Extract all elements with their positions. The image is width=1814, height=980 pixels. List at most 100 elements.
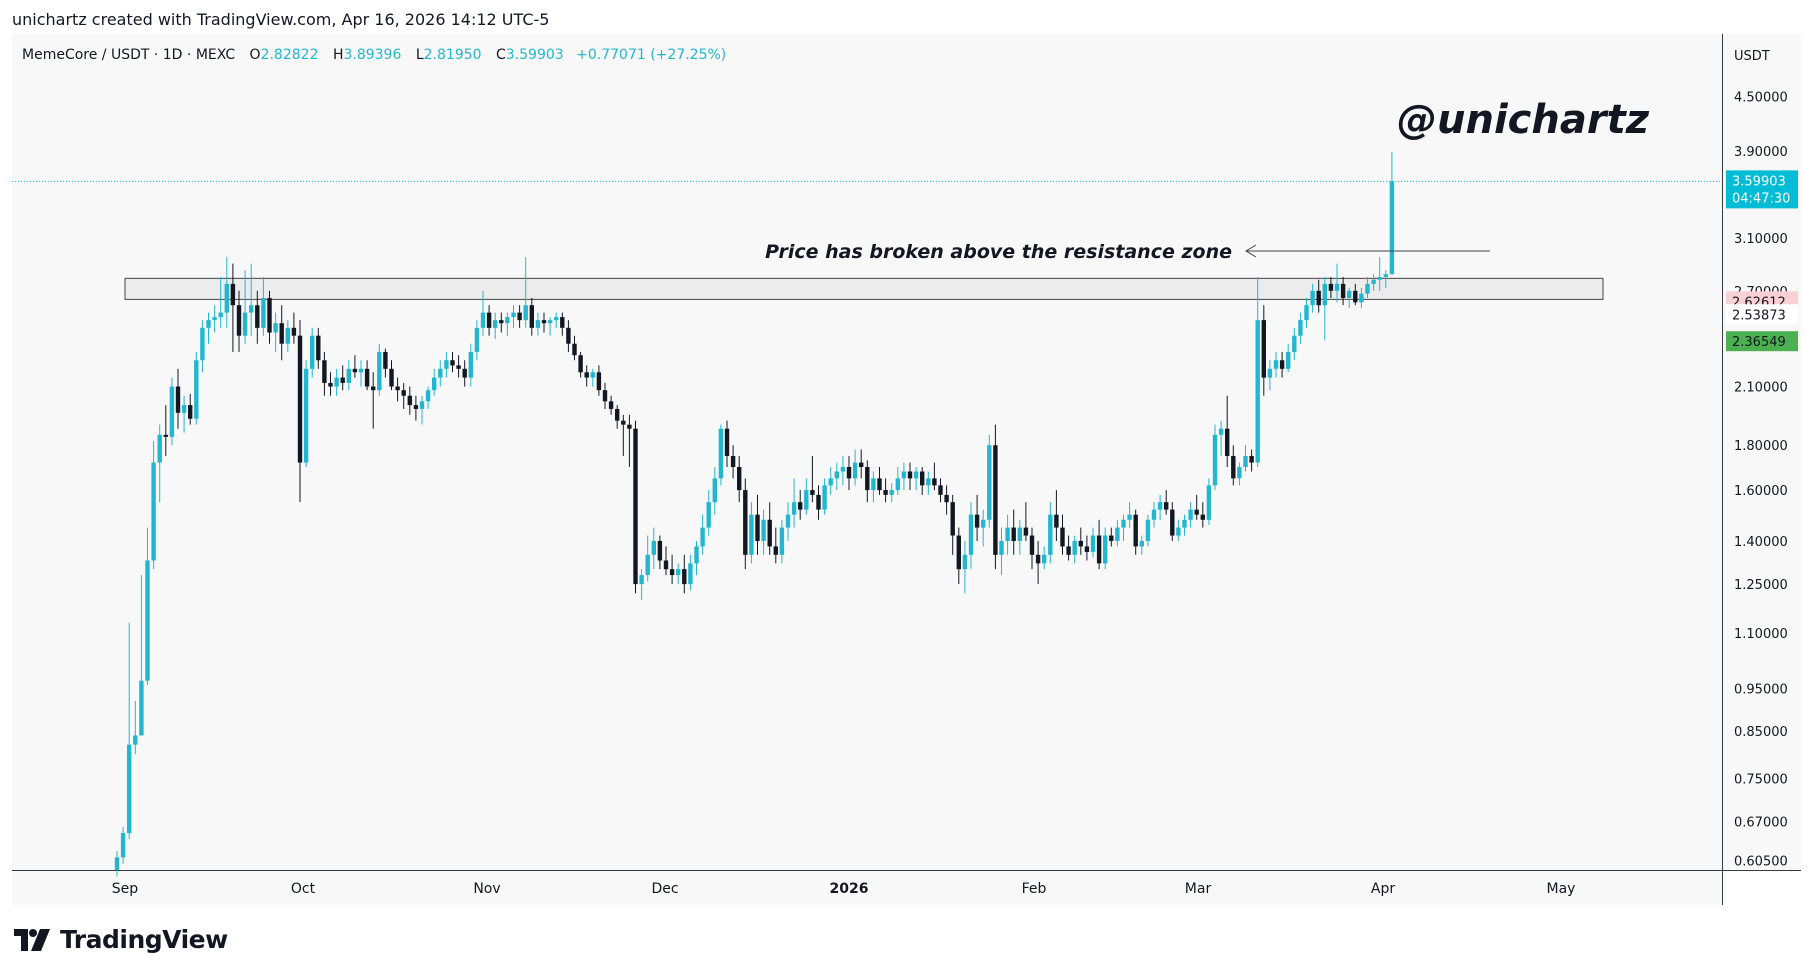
candle-body (364, 368, 370, 387)
candle-body (1383, 274, 1388, 277)
candle-body (993, 445, 998, 555)
candle-body (169, 386, 175, 437)
candle-body (968, 514, 974, 555)
candle-body (663, 560, 669, 570)
candle-body (840, 467, 846, 472)
candle-body (1115, 527, 1120, 541)
candle-body (517, 312, 522, 321)
candle-body (1042, 554, 1047, 564)
candle-body (889, 490, 894, 495)
candle-body (621, 420, 626, 425)
candle-body (474, 327, 480, 352)
time-tick-label: Apr (1371, 881, 1395, 897)
candle-body (773, 546, 778, 555)
candle-body (1255, 320, 1260, 463)
candle-body (944, 494, 949, 503)
chart-pane[interactable] (12, 34, 1722, 870)
price-tick-label: 0.95000 (1734, 683, 1788, 698)
candle-body (1066, 546, 1071, 555)
candle-body (151, 462, 156, 561)
candle-body (865, 467, 870, 491)
candle-body (1310, 290, 1315, 306)
candle-body (334, 377, 339, 387)
candle-body (700, 527, 705, 547)
candle-body (974, 514, 980, 528)
candle-body (615, 408, 620, 421)
candle-body (1188, 509, 1193, 520)
time-tick-label: Mar (1185, 881, 1212, 897)
candle-body (999, 540, 1004, 555)
tradingview-logo-icon (14, 928, 50, 951)
price-label-text: 2.53873 (1732, 308, 1786, 323)
price-tick-label: 2.10000 (1734, 381, 1788, 396)
time-tick-label: Dec (651, 881, 678, 897)
candle-body (846, 467, 852, 479)
price-label-bg (1726, 304, 1798, 325)
candle-body (791, 502, 797, 515)
candle-body (1347, 290, 1352, 298)
candle-body (1243, 455, 1248, 468)
candle-body (224, 283, 229, 313)
candle-body (383, 351, 388, 369)
candle-body (761, 519, 766, 541)
candle-body (438, 368, 443, 378)
candle-body (913, 471, 919, 479)
open-value: 2.82822 (261, 47, 319, 63)
candle-body (267, 297, 272, 333)
candle-body (133, 735, 138, 745)
candle-body (834, 471, 839, 479)
candle-body (456, 365, 461, 369)
candle-body (767, 519, 772, 547)
price-label-bg (1726, 170, 1798, 209)
candle-body (316, 335, 321, 361)
candle-body (1279, 360, 1285, 369)
candle-body (608, 401, 614, 409)
candle-body (505, 317, 510, 324)
ohlc-legend: MemeCore / USDT · 1D · MEXC O2.82822 H3.… (22, 47, 726, 63)
candle-body (1353, 290, 1358, 303)
candle-body (926, 478, 931, 486)
countdown-text: 04:47:30 (1732, 191, 1790, 206)
candle-body (1273, 360, 1279, 369)
candle-body (804, 490, 809, 510)
close-label: C (496, 47, 506, 63)
candle-body (1023, 527, 1029, 536)
candle-body (188, 405, 193, 419)
candle-body (1194, 509, 1199, 515)
candle-body (1206, 485, 1212, 520)
candle-body (1145, 519, 1151, 541)
candle-body (218, 312, 223, 318)
price-tick-label: 3.10000 (1734, 232, 1788, 247)
candle-body (493, 320, 498, 328)
time-tick-label: Oct (291, 881, 316, 897)
candle-body (962, 554, 968, 570)
candle-body (724, 428, 730, 456)
candle-body (468, 351, 473, 378)
candle-body (560, 317, 565, 328)
candle-body (602, 390, 608, 402)
time-axis[interactable] (12, 871, 1722, 905)
candle-body (139, 680, 144, 736)
tradingview-logo[interactable]: TradingView (14, 925, 228, 954)
resistance-zone[interactable] (124, 277, 1604, 300)
candle-body (480, 312, 486, 328)
candle-body (566, 327, 571, 344)
candle-body (212, 317, 217, 321)
candle-body (950, 502, 955, 536)
candle-body (1048, 514, 1053, 555)
price-tick-label: 0.67000 (1734, 816, 1788, 831)
candle-body (450, 360, 455, 366)
candle-body (859, 462, 864, 468)
candle-body (1029, 535, 1035, 555)
open-label: O (250, 47, 261, 63)
candle-body (1298, 320, 1303, 336)
candle-body (120, 833, 126, 858)
candle-body (633, 428, 638, 585)
candle-body (810, 490, 815, 495)
candle-body (291, 327, 297, 336)
candle-body (389, 368, 394, 387)
candle-body (462, 368, 467, 378)
currency-label[interactable]: USDT (1734, 49, 1770, 64)
price-tick-label: 1.40000 (1734, 535, 1788, 550)
